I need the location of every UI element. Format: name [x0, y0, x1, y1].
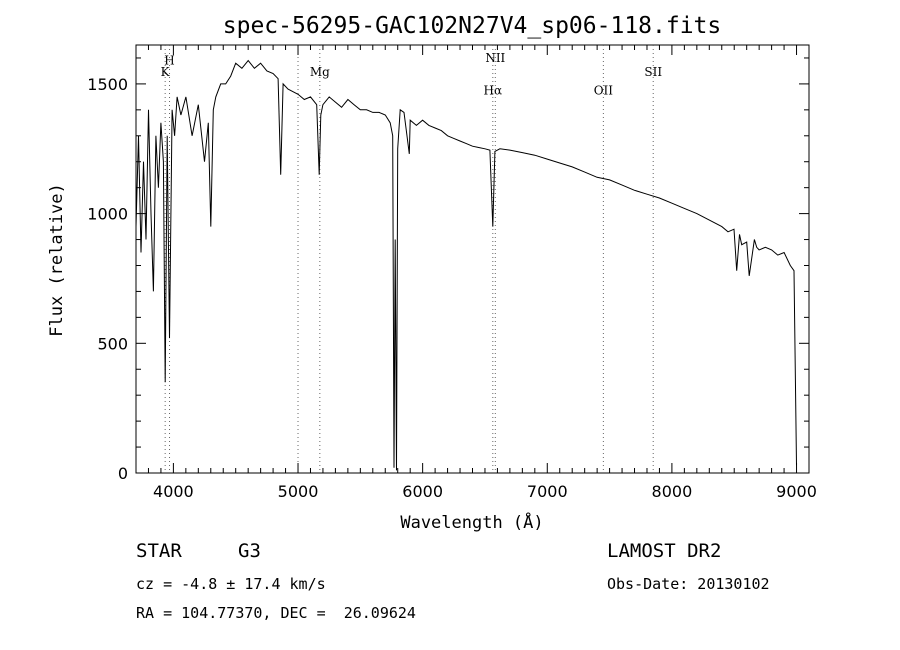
x-tick-label: 7000 — [527, 482, 568, 501]
line-marker-label: SII — [644, 65, 662, 79]
line-marker-label: K — [161, 65, 171, 79]
line-marker-label: Hα — [484, 83, 503, 97]
y-tick-label: 1500 — [87, 75, 128, 94]
spectrum-line — [135, 59, 797, 471]
obs-date-text: Obs-Date: 20130102 — [607, 575, 770, 593]
coordinates-text: RA = 104.77370, DEC = 26.09624 — [136, 604, 416, 622]
y-tick-label: 500 — [97, 334, 128, 353]
line-marker-label: Mg — [310, 65, 330, 79]
x-tick-label: 8000 — [652, 482, 693, 501]
redshift-text: cz = -4.8 ± 17.4 km/s — [136, 575, 326, 593]
y-tick-label: 0 — [118, 464, 128, 483]
plot-frame — [135, 44, 810, 474]
x-tick-label: 5000 — [278, 482, 319, 501]
object-subclass: G3 — [238, 540, 261, 562]
x-tick-label: 9000 — [776, 482, 817, 501]
line-markers: KH Mg Hα NII OII SII — [161, 45, 662, 473]
object-class: STAR — [136, 540, 182, 562]
x-tick-label: 6000 — [402, 482, 443, 501]
y-tick-label: 1000 — [87, 205, 128, 224]
line-marker-label: OII — [594, 83, 614, 97]
x-tick-label: 4000 — [153, 482, 194, 501]
survey-name: LAMOST DR2 — [607, 540, 722, 562]
x-axis-label: Wavelength (Å) — [400, 511, 543, 533]
line-marker-label: NII — [485, 51, 505, 65]
axis-ticks: 4000 5000 6000 7000 8000 9000 0 500 1000 1500 — [87, 45, 817, 501]
line-marker-label: H — [164, 53, 174, 67]
chart-title: spec-56295-GAC102N27V4_sp06-118.fits — [223, 13, 722, 39]
y-axis-label: Flux (relative) — [47, 183, 67, 337]
